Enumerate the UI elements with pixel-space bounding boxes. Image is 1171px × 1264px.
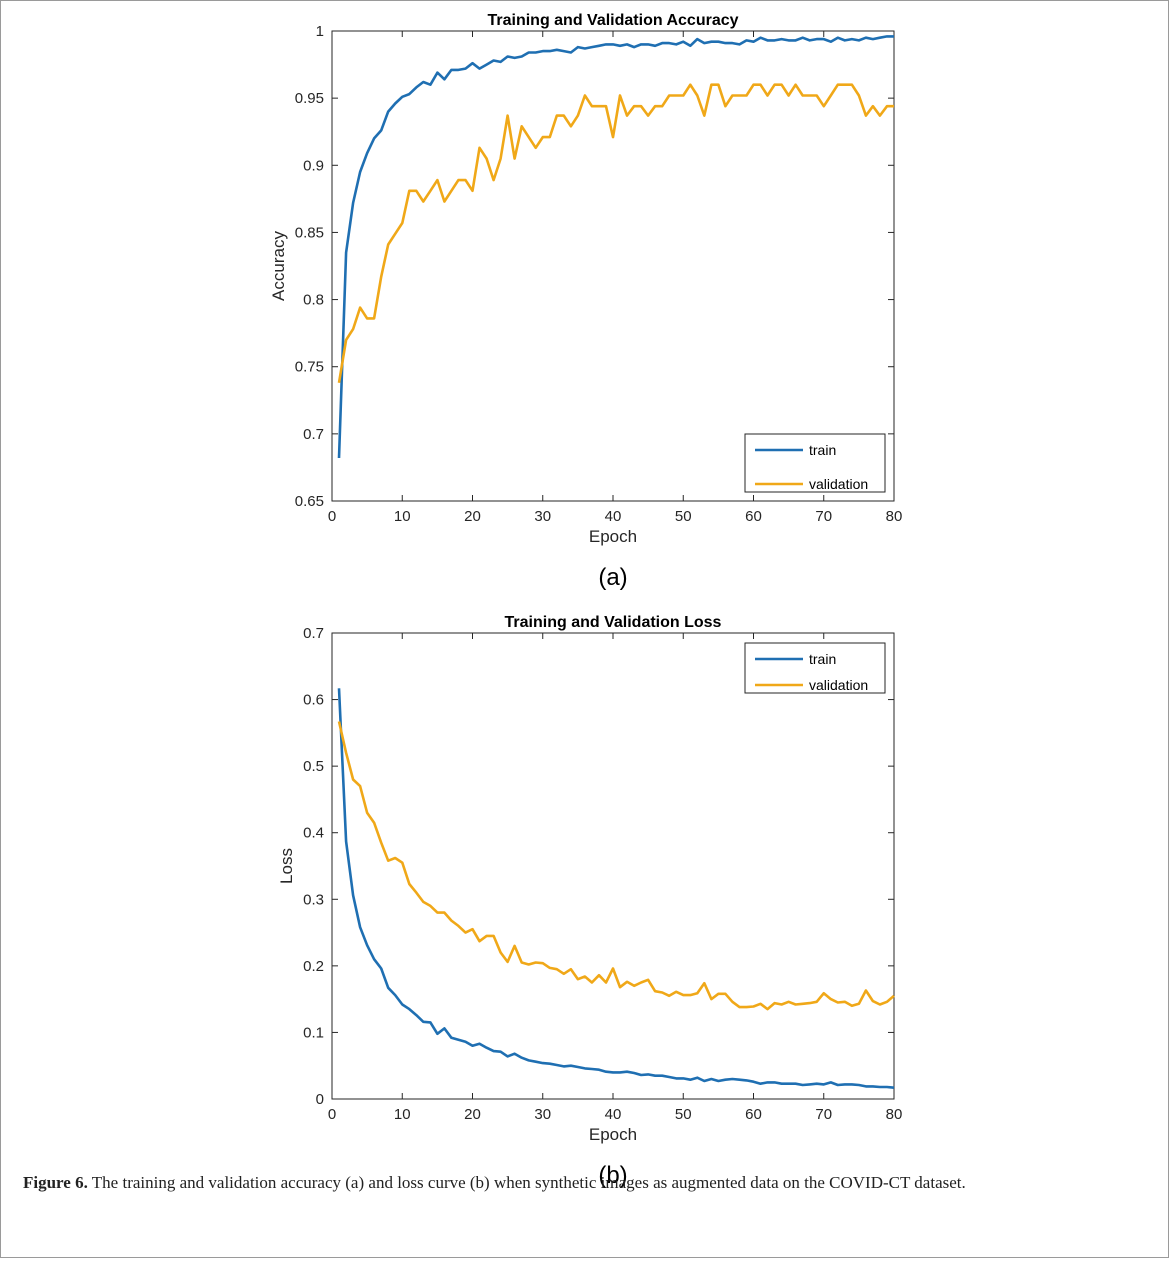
- y-tick-label: 0.2: [303, 958, 324, 975]
- legend-box: [744, 433, 886, 493]
- y-tick-label: 0.85: [295, 224, 324, 241]
- x-tick-label: 80: [886, 1106, 903, 1123]
- panel-label: (b): [598, 1162, 627, 1189]
- y-axis-label: Loss: [277, 848, 296, 884]
- x-tick-label: 20: [464, 508, 481, 525]
- x-tick-label: 70: [815, 508, 832, 525]
- x-tick-label: 70: [815, 1106, 832, 1123]
- y-tick-label: 0.7: [303, 426, 324, 443]
- caption-text: The training and validation accuracy (a)…: [87, 1173, 966, 1192]
- chart-title: Training and Validation Accuracy: [487, 12, 738, 29]
- y-tick-label: 0.95: [295, 90, 324, 107]
- x-axis-label: Epoch: [589, 1125, 637, 1144]
- y-tick-label: 0.4: [303, 825, 324, 842]
- x-tick-label: 10: [394, 508, 411, 525]
- figure-caption: Figure 6. The training and validation ac…: [23, 1171, 1133, 1195]
- x-tick-label: 30: [534, 508, 551, 525]
- chart-panel-b: 0 10 20 30 40 50 60 70 80 0 0.1 0.2 0.3 0.4 0.5 0.6 0.7 T…: [277, 614, 902, 1189]
- plot-area-box: [331, 30, 895, 502]
- y-tick-label: 0.5: [303, 758, 324, 775]
- x-tick-label: 60: [745, 508, 762, 525]
- caption-label: Figure 6.: [23, 1173, 88, 1192]
- chart-title: Training and Validation Loss: [505, 614, 722, 631]
- y-tick-label: 0.9: [303, 157, 324, 174]
- series-line-train: [337, 688, 895, 1089]
- legend-label-validation: validation: [809, 476, 868, 492]
- legend-label-train: train: [809, 651, 836, 667]
- x-tick-label: 40: [605, 508, 622, 525]
- x-tick-label: 30: [534, 1106, 551, 1123]
- x-tick-label: 40: [605, 1106, 622, 1123]
- y-tick-label: 0.3: [303, 891, 324, 908]
- y-tick-label: 0.75: [295, 359, 324, 376]
- plot-area-box: [331, 632, 895, 1100]
- y-tick-label: 0.8: [303, 292, 324, 309]
- series-line-train: [337, 35, 894, 459]
- chart-panel-a: 0 10 20 30 40 50 60 70 80 0.65 0.7 0.75 0.8 0.85 0.9 0.…: [269, 12, 902, 591]
- series-line-validation: [337, 721, 895, 1011]
- x-axis-label: Epoch: [589, 527, 637, 546]
- x-tick-label: 50: [675, 1106, 692, 1123]
- y-tick-label: 0.6: [303, 692, 324, 709]
- panel-label: (a): [598, 564, 627, 591]
- x-tick-label: 0: [328, 508, 336, 525]
- y-tick-label: 0.7: [303, 625, 324, 642]
- x-tick-label: 10: [394, 1106, 411, 1123]
- series-line-validation: [337, 83, 894, 384]
- y-tick-label: 0.1: [303, 1024, 324, 1041]
- legend-label-train: train: [809, 442, 836, 458]
- y-tick-label: 1: [316, 23, 324, 40]
- legend-label-validation: validation: [809, 677, 868, 693]
- y-axis-label: Accuracy: [269, 231, 288, 301]
- x-tick-label: 0: [328, 1106, 336, 1123]
- y-tick-label: 0: [316, 1091, 324, 1108]
- x-tick-label: 60: [745, 1106, 762, 1123]
- x-tick-label: 80: [886, 508, 903, 525]
- x-tick-label: 20: [464, 1106, 481, 1123]
- y-tick-label: 0.65: [295, 493, 324, 510]
- x-tick-label: 50: [675, 508, 692, 525]
